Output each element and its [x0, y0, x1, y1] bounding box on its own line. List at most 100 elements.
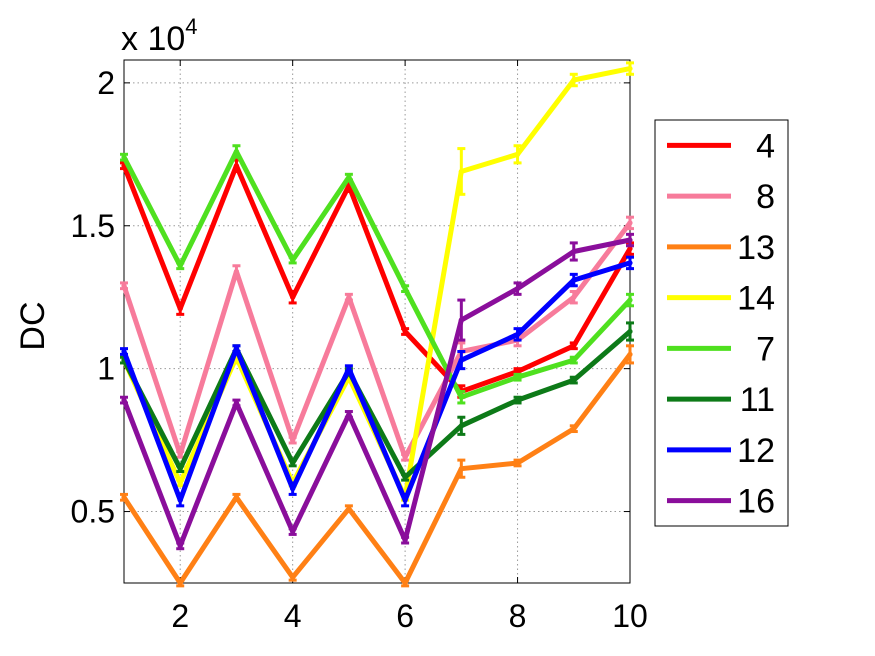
data-point-8-9 [627, 220, 633, 226]
axes [123, 59, 631, 584]
data-point-7-5 [402, 286, 408, 292]
data-point-11-6 [458, 423, 464, 429]
data-point-11-9 [627, 328, 633, 335]
data-point-7-1 [177, 263, 183, 269]
data-point-16-5 [402, 537, 408, 543]
series-line-4 [121, 163, 633, 394]
series-group [120, 61, 634, 588]
data-point-7-4 [346, 174, 352, 180]
data-point-13-7 [514, 460, 521, 466]
series-line-13 [121, 352, 632, 586]
data-point-7-2 [233, 148, 240, 155]
data-point-16-8 [571, 248, 577, 255]
legend-label-14: 14 [737, 280, 775, 318]
data-point-4-8 [571, 343, 577, 349]
data-point-14-9 [627, 65, 633, 72]
data-point-7-6 [458, 394, 464, 400]
series-line-16 [121, 237, 631, 549]
data-point-12-5 [402, 497, 408, 503]
data-point-12-2 [233, 346, 240, 352]
series-16 [120, 232, 634, 551]
data-point-13-0 [121, 494, 127, 500]
data-point-4-3 [290, 294, 296, 300]
data-point-12-6 [458, 357, 464, 363]
y-tick-label-1: 1 [97, 351, 115, 387]
legend-box [654, 119, 789, 527]
data-point-16-3 [290, 528, 296, 535]
grid-lines [124, 60, 631, 583]
data-point-8-1 [177, 451, 183, 457]
data-point-13-4 [346, 506, 352, 512]
data-point-8-8 [571, 294, 577, 300]
series-line-11 [121, 329, 632, 480]
x-tick-label-1: 4 [284, 598, 302, 634]
series-line-7 [121, 149, 632, 400]
data-point-8-4 [346, 294, 352, 300]
data-point-12-9 [627, 260, 633, 266]
data-point-7-3 [290, 257, 296, 263]
data-point-12-8 [571, 277, 577, 283]
legend-label-13: 13 [737, 229, 775, 267]
legend-label-16: 16 [737, 483, 775, 521]
data-point-12-7 [514, 331, 521, 337]
data-point-4-7 [514, 368, 521, 375]
data-point-11-3 [290, 460, 296, 466]
exponent-base: x 10 [121, 20, 185, 58]
x-tick-label-2: 6 [396, 598, 414, 634]
data-point-13-8 [571, 426, 577, 432]
data-point-16-9 [627, 237, 633, 243]
data-point-12-0 [121, 348, 127, 355]
data-point-11-1 [177, 466, 183, 472]
data-point-13-2 [233, 494, 240, 500]
data-point-13-9 [627, 351, 633, 357]
series-7 [120, 144, 634, 405]
data-point-16-1 [177, 543, 183, 549]
exponent-label: x 104 [121, 14, 198, 58]
data-point-13-6 [458, 466, 464, 472]
data-point-16-0 [121, 397, 127, 403]
series-line-12 [121, 260, 631, 503]
data-point-14-8 [571, 77, 577, 83]
legend-label-11: 11 [740, 381, 775, 419]
data-point-7-9 [627, 297, 633, 303]
y-tick-label-3: 2 [97, 65, 115, 101]
data-point-4-9 [627, 246, 633, 252]
y-tick-label-2: 1.5 [71, 208, 115, 244]
series-4 [120, 158, 634, 399]
data-point-8-5 [402, 454, 408, 460]
y-axis-label: DC [14, 301, 52, 350]
data-point-7-8 [571, 357, 577, 363]
data-point-4-2 [233, 163, 240, 169]
data-point-13-1 [177, 580, 183, 586]
data-point-16-6 [458, 317, 464, 323]
data-point-4-1 [177, 306, 183, 312]
data-point-8-2 [233, 268, 240, 275]
data-point-14-1 [177, 480, 183, 486]
data-point-8-3 [290, 437, 296, 443]
x-tick-label-4: 10 [612, 598, 648, 634]
x-tick-label-3: 8 [509, 598, 527, 634]
data-point-4-5 [402, 328, 408, 335]
data-point-14-7 [514, 151, 521, 157]
legend: 4 8 13 14 7 11 12 16 [654, 119, 789, 527]
data-point-11-7 [514, 397, 521, 403]
exponent-power: 4 [185, 14, 197, 39]
plot-frame [123, 59, 631, 584]
data-point-12-3 [290, 486, 296, 492]
data-point-16-7 [514, 286, 521, 292]
tick-labels: 2 4 6 8 10 0.5 1 1.5 2 [71, 65, 648, 634]
data-point-11-5 [402, 474, 408, 480]
data-point-11-8 [571, 377, 577, 383]
series-line-8 [121, 221, 632, 460]
legend-label-7: 7 [756, 330, 775, 368]
data-point-16-4 [346, 411, 352, 417]
data-point-13-3 [290, 574, 296, 580]
data-point-13-5 [402, 580, 408, 586]
series-12 [120, 255, 634, 508]
y-tick-label-0: 0.5 [71, 494, 115, 530]
data-point-12-4 [346, 366, 352, 372]
data-point-16-2 [233, 400, 240, 406]
legend-label-8: 8 [756, 178, 775, 216]
x-tick-label-0: 2 [171, 598, 189, 634]
